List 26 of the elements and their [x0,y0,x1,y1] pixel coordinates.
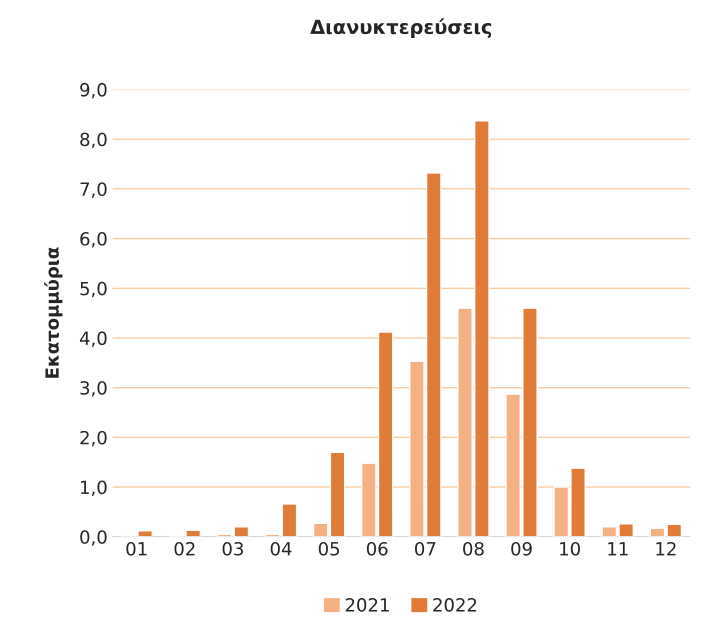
x-tick-label: 09 [511,542,532,556]
x-tick-label: 11 [608,542,628,556]
x-tick-label: 03 [222,542,243,556]
y-tick-label: 4,0 [80,331,107,347]
y-tick-label: 2,0 [80,430,107,446]
x-tick-label: 02 [174,542,194,556]
x-tick-label: 10 [560,542,580,556]
y-tick-label: 5,0 [80,282,107,298]
chart-title: Διανυκτερεύσεις [310,18,492,38]
x-tick-label: 05 [318,542,340,556]
y-tick-label: 1,0 [81,480,107,496]
x-tick-label: 01 [126,542,147,556]
y-axis-title: Εκατομμύρια [44,248,62,378]
y-tick-label: 0,0 [80,530,107,546]
y-tick-label: 8,0 [80,132,107,148]
x-tick-label: 06 [366,542,388,556]
x-tick-label: 07 [415,542,436,556]
legend-label: 2021 [346,598,389,612]
y-tick-label: 7,0 [80,182,107,198]
x-tick-label: 12 [656,542,676,556]
y-tick-label: 9,0 [80,82,107,98]
y-tick-label: 3,0 [80,381,107,397]
x-tick-label: 08 [463,542,484,556]
x-tick-label: 04 [270,542,292,556]
legend-label: 2022 [433,598,476,612]
y-tick-label: 6,0 [80,232,107,248]
